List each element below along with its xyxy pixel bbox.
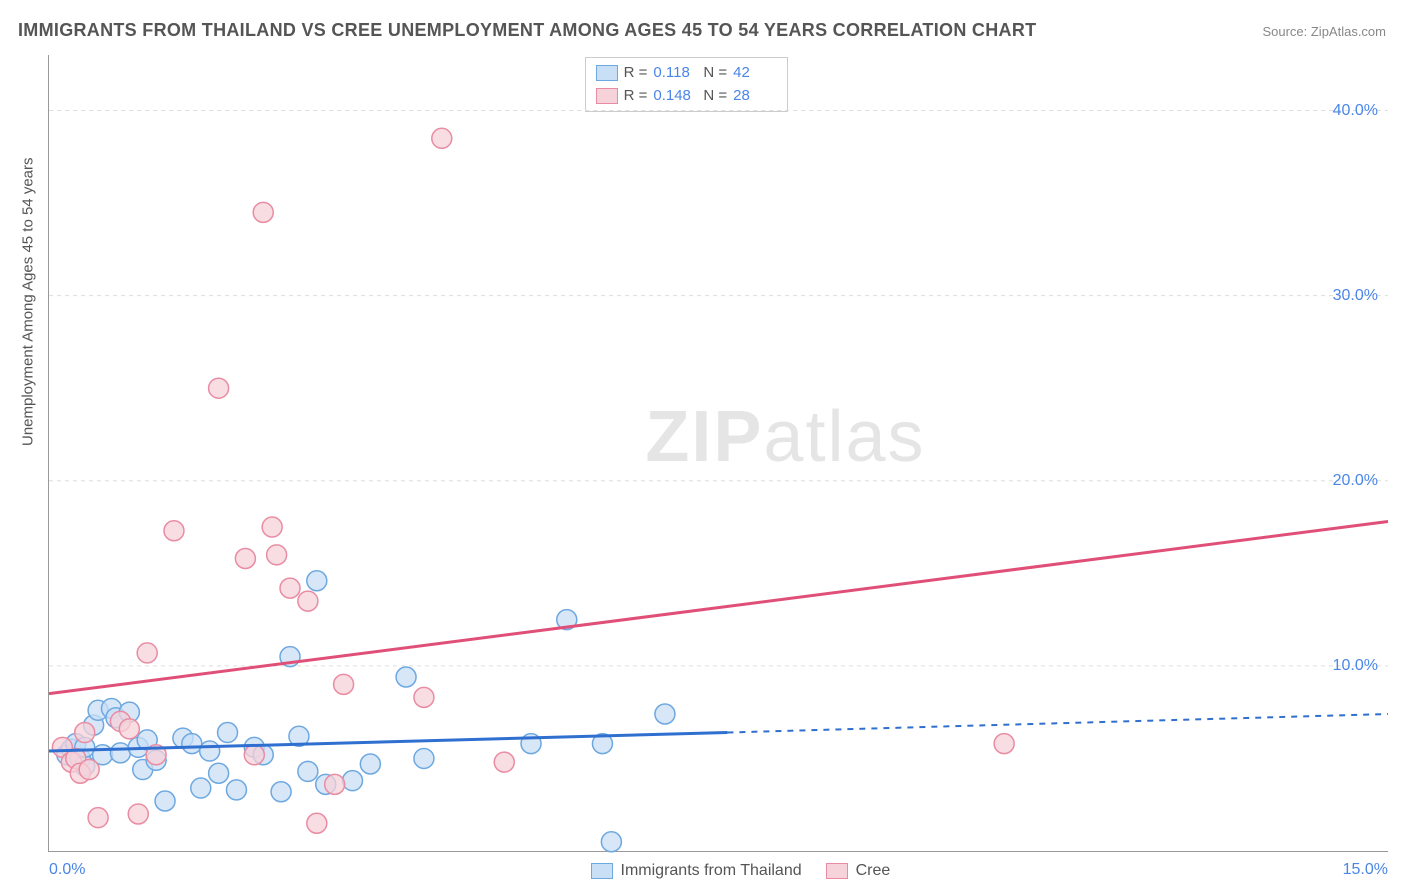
legend-label-cree: Cree [856, 862, 891, 880]
y-tick-label: 40.0% [1333, 102, 1378, 120]
x-tick-label: 0.0% [49, 861, 85, 879]
y-tick-label: 30.0% [1333, 287, 1378, 305]
legend-label-thailand: Immigrants from Thailand [621, 862, 802, 880]
source-prefix: Source: [1262, 24, 1310, 39]
y-tick-label: 10.0% [1333, 657, 1378, 675]
legend-item-cree: Cree [826, 862, 891, 880]
source-attribution: Source: ZipAtlas.com [1262, 24, 1386, 39]
source-name: ZipAtlas.com [1311, 24, 1386, 39]
swatch-cree-bottom [826, 863, 848, 879]
y-tick-label: 20.0% [1333, 472, 1378, 490]
legend-item-thailand: Immigrants from Thailand [591, 862, 802, 880]
chart-title: IMMIGRANTS FROM THAILAND VS CREE UNEMPLO… [18, 20, 1036, 41]
x-tick-label: 15.0% [1343, 861, 1388, 879]
correlation-chart: IMMIGRANTS FROM THAILAND VS CREE UNEMPLO… [0, 0, 1406, 892]
y-axis-label: Unemployment Among Ages 45 to 54 years [20, 157, 37, 446]
plot-svg [49, 55, 1388, 851]
series-legend: Immigrants from Thailand Cree [591, 862, 891, 880]
swatch-thailand-bottom [591, 863, 613, 879]
plot-area: ZIPatlas R = 0.118 N = 42 R = 0.148 N = … [48, 55, 1388, 852]
